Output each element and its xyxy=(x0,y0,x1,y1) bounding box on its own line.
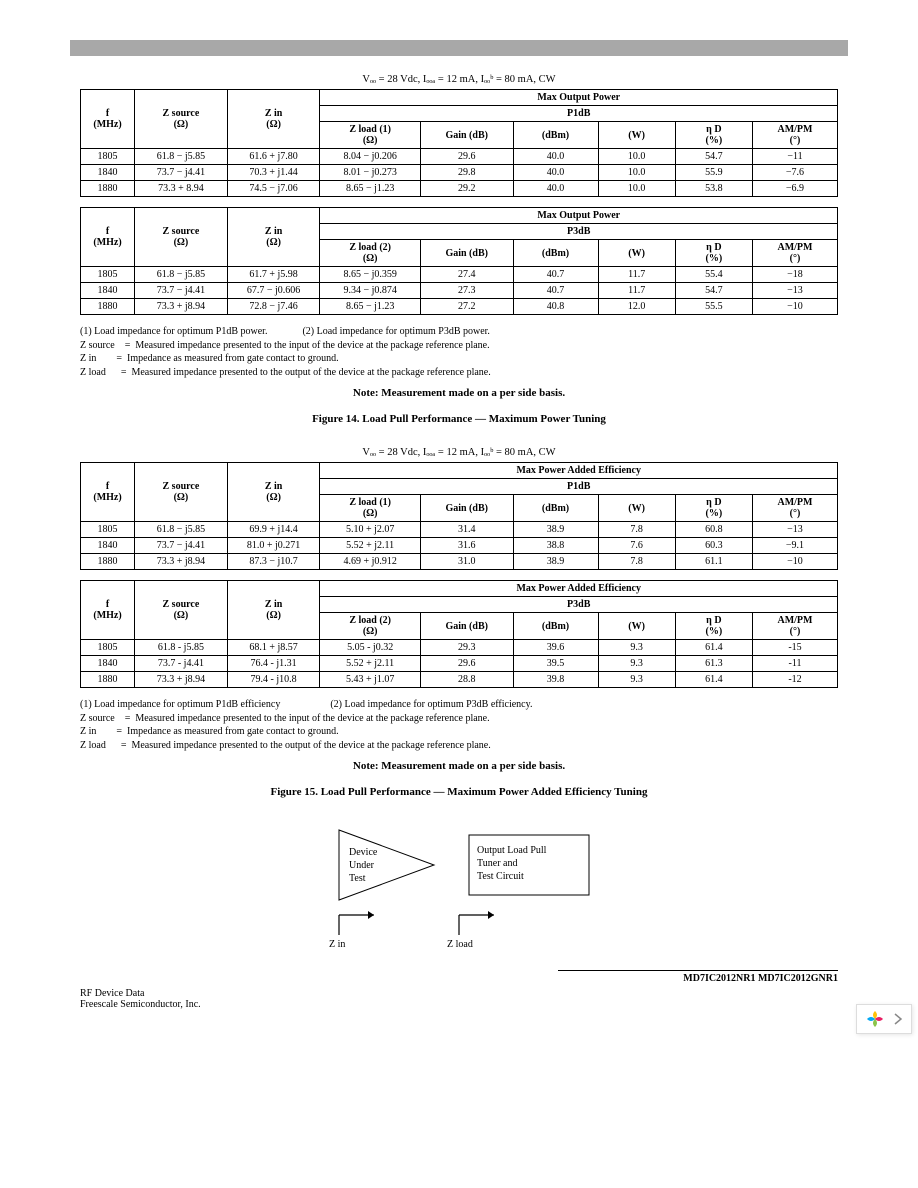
table-row: 180561.8 − j5.8561.7 + j5.988.65 − j0.35… xyxy=(81,267,838,283)
figure-14-caption: Figure 14. Load Pull Performance — Maxim… xyxy=(80,413,838,425)
footer-part-number: MD7IC2012NR1 MD7IC2012GNR1 xyxy=(558,970,838,984)
svg-text:Under: Under xyxy=(349,860,375,871)
dut-line2: Under xyxy=(349,860,375,871)
conditions-1: Vₒₒ = 28 Vdc, Iₒₒₐ = 12 mA, Iₒₒᵇ = 80 mA… xyxy=(80,74,838,85)
svg-text:Device: Device xyxy=(349,847,378,858)
dut-line1: Device xyxy=(349,847,378,858)
table-row: 184073.7 − j4.4170.3 + j1.448.01 − j0.27… xyxy=(81,165,838,181)
note-line: Z source = Measured impedance presented … xyxy=(80,339,838,353)
table-p3db-eff: f(MHz)Z source(Ω)Z in(Ω)Max Power Added … xyxy=(80,580,838,688)
zload-label: Z load xyxy=(447,939,473,950)
table-row: 184073.7 − j4.4167.7 − j0.6069.34 − j0.8… xyxy=(81,283,838,299)
table-row: 188073.3 + 8.9474.5 − j7.068.65 − j1.232… xyxy=(81,181,838,197)
note-line: Z source = Measured impedance presented … xyxy=(80,712,838,726)
note-bold-1: Note: Measurement made on a per side bas… xyxy=(80,387,838,399)
conditions-2: Vₒₒ = 28 Vdc, Iₒₒₐ = 12 mA, Iₒₒᵇ = 80 mA… xyxy=(80,447,838,458)
table-row: 180561.8 - j5.8568.1 + j8.575.05 - j0.32… xyxy=(81,640,838,656)
note-bold-2: Note: Measurement made on a per side bas… xyxy=(80,760,838,772)
table-p3db-power: f(MHz)Z source(Ω)Z in(Ω)Max Output Power… xyxy=(80,207,838,315)
zin-label: Z in xyxy=(329,939,345,950)
notes-group-2: (1) Load impedance for optimum P1dB effi… xyxy=(80,698,838,752)
svg-text:Test Circuit: Test Circuit xyxy=(477,871,524,882)
table-row: 184073.7 − j4.4181.0 + j0.2715.52 + j2.1… xyxy=(81,538,838,554)
svg-text:Test: Test xyxy=(349,873,366,884)
box-line1: Output Load Pull xyxy=(477,845,547,856)
table-p1db-power: f(MHz)Z source(Ω)Z in(Ω)Max Output Power… xyxy=(80,89,838,197)
box-line2: Tuner and xyxy=(477,858,517,869)
note-line: Z in = Impedance as measured from gate c… xyxy=(80,352,838,366)
svg-text:Z load: Z load xyxy=(447,939,473,950)
svg-text:Output Load Pull: Output Load Pull xyxy=(477,845,547,856)
note-line: Z in = Impedance as measured from gate c… xyxy=(80,725,838,739)
note-line: (1) Load impedance for optimum P1dB powe… xyxy=(80,325,838,339)
chevron-right-icon[interactable] xyxy=(893,1012,903,1026)
figure-15-caption: Figure 15. Load Pull Performance — Maxim… xyxy=(80,786,838,798)
note-line: Z load = Measured impedance presented to… xyxy=(80,366,838,380)
table-row: 184073.7 - j4.4176.4 - j1.315.52 + j2.11… xyxy=(81,656,838,672)
note-line: (1) Load impedance for optimum P1dB effi… xyxy=(80,698,838,712)
block-diagram: Device Under Test Output Load Pull Tuner… xyxy=(80,820,838,950)
table-row: 180561.8 − j5.8569.9 + j14.45.10 + j2.07… xyxy=(81,522,838,538)
footer-left-1: RF Device Data xyxy=(80,988,838,999)
svg-text:Z in: Z in xyxy=(329,939,345,950)
table-row: 188073.3 + j8.9472.8 − j7.468.65 − j1.23… xyxy=(81,299,838,315)
note-line: Z load = Measured impedance presented to… xyxy=(80,739,838,753)
table-row: 180561.8 − j5.8561.6 + j7.808.04 − j0.20… xyxy=(81,149,838,165)
box-line3: Test Circuit xyxy=(477,871,524,882)
svg-text:Tuner and: Tuner and xyxy=(477,858,517,869)
header-gray-bar xyxy=(70,40,848,56)
notes-group-1: (1) Load impedance for optimum P1dB powe… xyxy=(80,325,838,379)
dut-line3: Test xyxy=(349,873,366,884)
table-p1db-eff: f(MHz)Z source(Ω)Z in(Ω)Max Power Added … xyxy=(80,462,838,570)
footer-left-2: Freescale Semiconductor, Inc. xyxy=(80,999,838,1010)
table-row: 188073.3 + j8.9479.4 - j10.85.43 + j1.07… xyxy=(81,672,838,688)
pager-widget[interactable] xyxy=(856,1004,912,1034)
pager-logo-icon xyxy=(865,1009,885,1029)
table-row: 188073.3 + j8.9487.3 − j10.74.69 + j0.91… xyxy=(81,554,838,570)
